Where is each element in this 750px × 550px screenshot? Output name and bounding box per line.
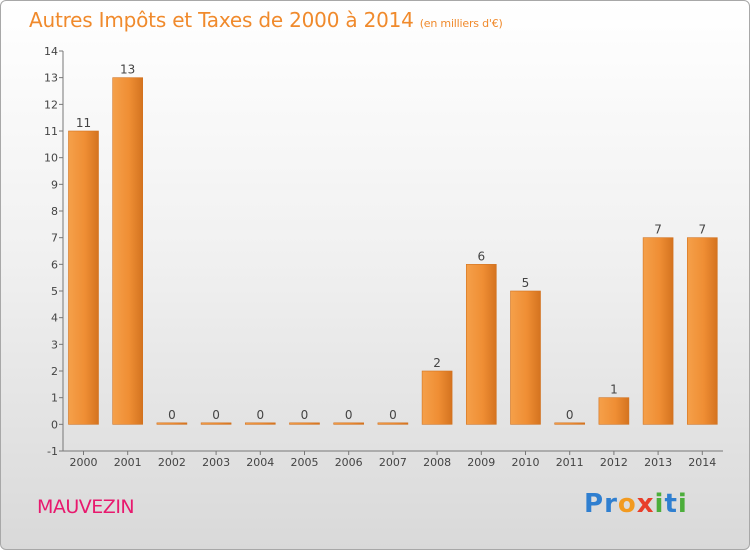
logo-letter: t bbox=[664, 489, 678, 519]
data-label: 6 bbox=[477, 249, 485, 263]
bar bbox=[510, 290, 541, 425]
y-tick-label: 14 bbox=[44, 45, 58, 58]
x-tick-label: 2010 bbox=[512, 456, 540, 469]
y-tick-label: 8 bbox=[51, 205, 58, 218]
x-tick-label: 2011 bbox=[556, 456, 584, 469]
y-tick-label: 0 bbox=[51, 418, 58, 431]
logo-letter: i bbox=[654, 489, 665, 519]
x-tick-label: 2002 bbox=[158, 456, 186, 469]
logo-letter: r bbox=[604, 489, 618, 519]
data-label: 2 bbox=[433, 356, 441, 370]
y-tick-label: 9 bbox=[51, 178, 58, 191]
logo-letter: i bbox=[677, 489, 688, 519]
y-tick-label: 10 bbox=[44, 152, 58, 165]
x-tick-label: 2005 bbox=[291, 456, 319, 469]
y-tick-label: 2 bbox=[51, 365, 58, 378]
data-label: 13 bbox=[120, 63, 135, 77]
bar bbox=[554, 422, 586, 425]
x-tick-label: 2008 bbox=[423, 456, 451, 469]
x-tick-label: 2000 bbox=[70, 456, 98, 469]
data-label: 0 bbox=[389, 408, 397, 422]
bar bbox=[642, 237, 674, 425]
place-name: MAUVEZIN bbox=[37, 496, 135, 518]
data-label: 0 bbox=[256, 408, 264, 422]
bar bbox=[421, 370, 453, 425]
chart-unit: (en milliers d'€) bbox=[419, 17, 503, 30]
chart-title: Autres Impôts et Taxes de 2000 à 2014 (en… bbox=[29, 8, 503, 32]
x-tick-label: 2012 bbox=[600, 456, 628, 469]
data-label: 0 bbox=[301, 408, 309, 422]
bar bbox=[245, 422, 276, 425]
y-tick-label: 13 bbox=[44, 72, 58, 85]
x-tick-label: 2001 bbox=[114, 456, 142, 469]
bar bbox=[156, 422, 188, 425]
bar bbox=[112, 77, 143, 425]
data-label: 0 bbox=[566, 408, 574, 422]
data-label: 0 bbox=[168, 408, 176, 422]
x-tick-label: 2003 bbox=[202, 456, 230, 469]
data-label: 11 bbox=[76, 116, 91, 130]
data-label: 1 bbox=[610, 383, 618, 397]
bars bbox=[68, 77, 718, 425]
data-label: 7 bbox=[698, 223, 706, 237]
y-tick-label: 5 bbox=[51, 285, 58, 298]
x-tick-label: 2007 bbox=[379, 456, 407, 469]
chart-title-text: Autres Impôts et Taxes de 2000 à 2014 bbox=[29, 8, 414, 32]
data-label: 5 bbox=[522, 276, 530, 290]
x-tick-label: 2014 bbox=[688, 456, 716, 469]
logo-letter: o bbox=[617, 489, 637, 519]
data-label: 7 bbox=[654, 223, 662, 237]
y-tick-label: 11 bbox=[44, 125, 58, 138]
y-tick-label: 7 bbox=[51, 232, 58, 245]
x-tick-label: 2009 bbox=[467, 456, 495, 469]
y-tick-label: 3 bbox=[51, 338, 58, 351]
bar bbox=[200, 422, 232, 425]
x-tick-label: 2006 bbox=[335, 456, 363, 469]
data-label: 0 bbox=[212, 408, 220, 422]
bar bbox=[289, 422, 320, 425]
bar bbox=[68, 130, 99, 425]
logo-letter: x bbox=[636, 489, 655, 519]
y-tick-label: 1 bbox=[51, 392, 58, 405]
data-label: 0 bbox=[345, 408, 353, 422]
y-tick-label: 6 bbox=[51, 258, 58, 271]
data-labels: 11 13 0 0 0 0 0 0 2 6 5 0 1 7 7 bbox=[76, 63, 706, 422]
bar bbox=[377, 422, 409, 425]
x-tick-label: 2004 bbox=[246, 456, 274, 469]
proxiti-logo: Proxiti bbox=[584, 489, 688, 519]
logo-letter: P bbox=[584, 489, 605, 519]
bar bbox=[333, 422, 365, 425]
bar bbox=[598, 397, 630, 425]
y-tick-label: -1 bbox=[47, 445, 58, 458]
y-tick-label: 4 bbox=[51, 312, 58, 325]
bar bbox=[686, 237, 718, 425]
x-tick-label: 2013 bbox=[644, 456, 672, 469]
y-tick-label: 12 bbox=[44, 98, 58, 111]
bar bbox=[465, 264, 497, 425]
